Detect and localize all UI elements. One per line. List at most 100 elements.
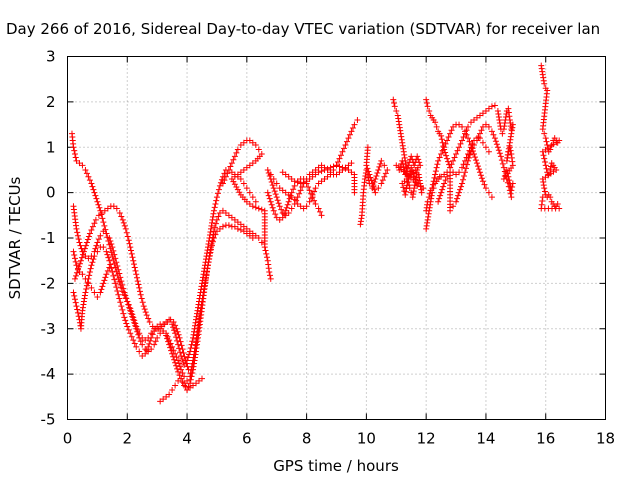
data-point [471,154,478,161]
data-point [506,144,513,151]
data-point [429,185,436,192]
data-point [134,328,141,335]
data-point [265,192,272,199]
data-point [91,253,98,260]
data-point [467,151,474,158]
x-tick-label: 0 [63,430,73,448]
data-point [439,147,446,154]
data-point [114,262,121,269]
data-point [457,186,464,193]
y-tick-label: 1 [46,138,56,156]
data-point [396,166,403,173]
data-point [402,171,409,178]
data-point [132,267,139,274]
data-point [146,340,153,347]
data-point [369,180,376,187]
data-point [136,348,143,355]
data-point [76,239,83,246]
data-point [270,176,277,183]
data-point [213,194,220,201]
data-point [111,276,118,283]
data-point [91,289,98,296]
data-point [117,274,124,281]
data-point [264,254,271,261]
data-point [148,334,155,341]
data-point [87,265,94,272]
data-point [107,238,114,245]
data-point [324,165,331,172]
data-point [86,269,93,276]
data-point [99,215,106,222]
data-point [477,172,484,179]
data-point [88,227,95,234]
data-point [103,271,110,278]
data-point [94,239,101,246]
data-point [174,365,181,372]
data-point [187,345,194,352]
data-point [142,309,149,316]
data-point [384,166,391,173]
data-point [547,194,554,201]
data-point [121,314,128,321]
data-point [506,177,513,184]
data-point [451,154,458,161]
data-point [97,232,104,239]
data-point [211,224,218,231]
data-point [143,347,150,354]
data-point [140,303,147,310]
data-point [327,171,334,178]
data-point [113,205,120,212]
data-point [267,275,274,282]
data-point [285,198,292,205]
data-point [443,152,450,159]
data-point [365,168,372,175]
data-point [240,180,247,187]
data-point [278,206,285,213]
data-point [503,166,510,173]
data-point [228,176,235,183]
data-point [539,126,546,133]
data-point [397,163,404,170]
data-point [174,337,181,344]
data-point [405,176,412,183]
data-point [439,139,446,146]
data-point [317,208,324,215]
data-point [541,188,548,195]
data-point [101,277,108,284]
data-point [479,139,486,146]
data-point [126,304,133,311]
data-point [128,247,135,254]
data-point [372,176,379,183]
data-point [128,250,135,257]
data-point [400,161,407,168]
x-tick-label: 6 [242,430,252,448]
data-point [199,375,205,382]
data-point [123,320,130,327]
data-point [415,156,422,163]
data-point [281,211,288,218]
data-point [464,161,471,168]
data-point [230,178,237,185]
x-tick-label: 10 [357,430,376,448]
data-point [77,257,84,264]
data-point [94,198,101,205]
data-point [476,130,483,137]
data-point [375,166,382,173]
data-point [426,194,433,201]
data-point [457,140,464,147]
data-point [498,157,505,164]
data-point [109,244,116,251]
data-point [445,158,452,165]
data-point [267,198,274,205]
data-point [178,352,185,359]
data-point [115,266,122,273]
data-point [294,179,301,186]
data-point [237,176,244,183]
data-point [488,103,495,110]
data-point [233,183,240,190]
data-point [404,165,411,172]
data-point [135,331,142,338]
data-point [111,251,118,258]
data-point [439,186,446,193]
data-point [109,269,116,276]
